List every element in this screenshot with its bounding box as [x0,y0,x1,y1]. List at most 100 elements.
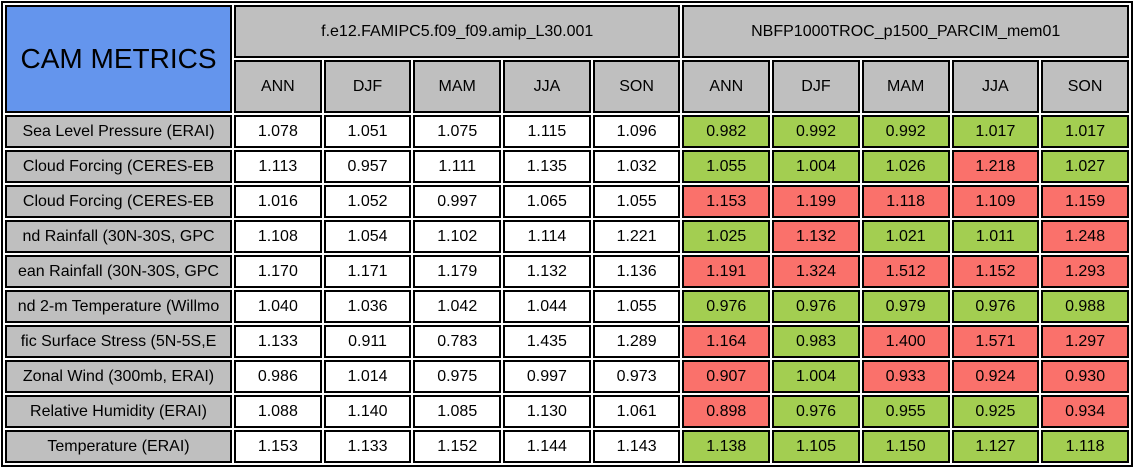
value-cell-model1: 1.132 [503,255,591,288]
value-cell-model1: 1.171 [323,255,412,288]
value-cell-model2: 1.248 [1041,220,1129,253]
value-cell-model2: 1.132 [772,220,860,253]
table-row: Cloud Forcing (CERES-EB 1.016 1.052 0.997 1.… [5,185,1129,218]
value-cell-model1: 1.055 [592,290,681,323]
value-cell-model1: 1.075 [413,115,502,148]
value-cell-model2: 1.017 [1041,115,1129,148]
value-cell-model1: 1.016 [234,185,322,218]
value-cell-model2: 0.907 [682,360,771,393]
value-cell-model2: 0.925 [951,395,1040,428]
season-header-m1-mam: MAM [413,60,502,113]
season-header-row: ANN DJF MAM JJA SON ANN DJF MAM JJA SON [5,60,1129,113]
value-cell-model1: 1.170 [234,255,322,288]
table-row: Relative Humidity (ERAI) 1.088 1.140 1.085 1… [5,395,1129,428]
value-cell-model1: 0.957 [323,150,412,183]
value-cell-model2: 1.152 [951,255,1040,288]
value-cell-model2: 0.934 [1041,395,1129,428]
row-label: Temperature (ERAI) [5,430,232,463]
value-cell-model2: 0.976 [682,290,771,323]
value-cell-model2: 0.982 [682,115,771,148]
value-cell-model1: 1.153 [234,430,322,463]
value-cell-model2: 0.930 [1041,360,1129,393]
season-header-m1-djf: DJF [323,60,412,113]
table-row: fic Surface Stress (5N-5S,E 1.133 0.911 0.7… [5,325,1129,358]
row-label: nd Rainfall (30N-30S, GPC [5,220,232,253]
season-header-m2-ann: ANN [682,60,771,113]
value-cell-model1: 0.973 [592,360,681,393]
value-cell-model1: 1.088 [234,395,322,428]
value-cell-model2: 1.017 [951,115,1040,148]
value-cell-model1: 1.085 [413,395,502,428]
value-cell-model1: 1.435 [503,325,591,358]
value-cell-model1: 0.911 [323,325,412,358]
value-cell-model2: 1.118 [861,185,950,218]
value-cell-model2: 0.992 [772,115,860,148]
value-cell-model2: 1.138 [682,430,771,463]
value-cell-model2: 0.976 [772,290,860,323]
row-label: Cloud Forcing (CERES-EB [5,185,232,218]
value-cell-model2: 0.924 [951,360,1040,393]
value-cell-model1: 1.289 [592,325,681,358]
value-cell-model2: 0.983 [772,325,860,358]
value-cell-model1: 1.052 [323,185,412,218]
value-cell-model1: 1.061 [592,395,681,428]
row-label: Relative Humidity (ERAI) [5,395,232,428]
value-cell-model1: 1.044 [503,290,591,323]
season-header-m2-jja: JJA [951,60,1040,113]
value-cell-model2: 1.512 [861,255,950,288]
value-cell-model1: 1.078 [234,115,322,148]
value-cell-model1: 0.986 [234,360,322,393]
value-cell-model2: 1.004 [772,150,860,183]
value-cell-model1: 1.113 [234,150,322,183]
value-cell-model1: 1.054 [323,220,412,253]
value-cell-model2: 1.004 [772,360,860,393]
value-cell-model2: 1.127 [951,430,1040,463]
value-cell-model1: 1.051 [323,115,412,148]
value-cell-model1: 1.114 [503,220,591,253]
value-cell-model2: 1.027 [1041,150,1129,183]
row-label: Sea Level Pressure (ERAI) [5,115,232,148]
value-cell-model2: 1.199 [772,185,860,218]
value-cell-model1: 1.152 [413,430,502,463]
row-label: Cloud Forcing (CERES-EB [5,150,232,183]
value-cell-model2: 1.164 [682,325,771,358]
value-cell-model2: 1.109 [951,185,1040,218]
value-cell-model2: 1.159 [1041,185,1129,218]
model-header-row: CAM METRICS f.e12.FAMIPC5.f09_f09.amip_L… [5,5,1129,113]
value-cell-model2: 0.988 [1041,290,1129,323]
value-cell-model1: 1.055 [592,185,681,218]
row-label: ean Rainfall (30N-30S, GPC [5,255,232,288]
value-cell-model2: 1.153 [682,185,771,218]
model1-header: f.e12.FAMIPC5.f09_f09.amip_L30.001 [234,5,681,58]
value-cell-model1: 1.179 [413,255,502,288]
row-label: nd 2-m Temperature (Willmo [5,290,232,323]
value-cell-model2: 1.150 [861,430,950,463]
value-cell-model1: 1.102 [413,220,502,253]
value-cell-model1: 1.036 [323,290,412,323]
value-cell-model2: 1.293 [1041,255,1129,288]
row-label: fic Surface Stress (5N-5S,E [5,325,232,358]
value-cell-model1: 0.975 [413,360,502,393]
table-body: Sea Level Pressure (ERAI) 1.078 1.051 1.075… [5,115,1129,463]
value-cell-model1: 1.065 [503,185,591,218]
value-cell-model1: 1.096 [592,115,681,148]
value-cell-model1: 1.144 [503,430,591,463]
value-cell-model1: 1.042 [413,290,502,323]
value-cell-model1: 1.133 [234,325,322,358]
value-cell-model2: 1.191 [682,255,771,288]
value-cell-model2: 0.976 [951,290,1040,323]
season-header-m1-ann: ANN [234,60,322,113]
value-cell-model2: 1.025 [682,220,771,253]
value-cell-model1: 1.140 [323,395,412,428]
value-cell-model2: 0.976 [772,395,860,428]
value-cell-model2: 0.979 [861,290,950,323]
value-cell-model1: 1.133 [323,430,412,463]
value-cell-model2: 1.021 [861,220,950,253]
season-header-m1-jja: JJA [503,60,591,113]
value-cell-model2: 1.571 [951,325,1040,358]
value-cell-model2: 1.055 [682,150,771,183]
value-cell-model2: 1.218 [951,150,1040,183]
table-row: Cloud Forcing (CERES-EB 1.113 0.957 1.111 1.… [5,150,1129,183]
table-row: Sea Level Pressure (ERAI) 1.078 1.051 1.075… [5,115,1129,148]
value-cell-model2: 1.011 [951,220,1040,253]
